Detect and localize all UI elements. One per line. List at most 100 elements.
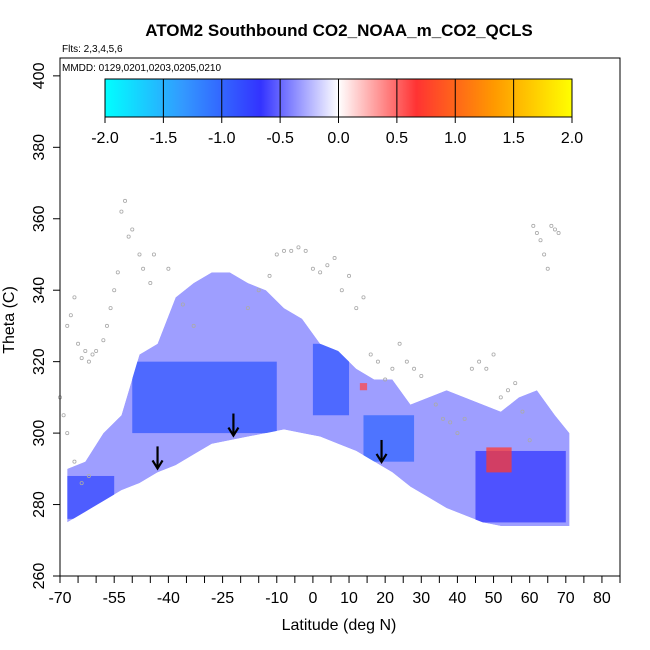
plot-frame	[59, 57, 621, 577]
grey-point	[90, 352, 95, 357]
x-tick-label: 40	[449, 590, 467, 607]
grey-point	[86, 473, 91, 478]
down-arrow-head	[227, 426, 240, 438]
grey-point	[347, 273, 352, 278]
grey-point	[527, 438, 532, 443]
grey-point	[101, 338, 106, 343]
y-tick-label: 300	[31, 420, 48, 447]
grey-point	[115, 270, 120, 275]
grey-point	[148, 281, 153, 286]
grey-point	[281, 248, 286, 253]
grey-point	[76, 341, 81, 346]
grey-point	[448, 420, 453, 425]
colorbar-tick-label: 1.0	[444, 130, 466, 147]
chart-title: ATOM2 Southbound CO2_NOAA_m_CO2_QCLS	[145, 21, 533, 40]
colorbar-tick-label: -1.0	[208, 130, 236, 147]
grey-point	[245, 306, 250, 311]
grey-point	[375, 359, 380, 364]
grey-point	[79, 356, 84, 361]
grey-point	[151, 252, 156, 257]
grey-point	[498, 395, 503, 400]
grey-point	[68, 313, 73, 318]
grey-point	[72, 295, 77, 300]
x-tick-label: 10	[340, 590, 358, 607]
y-tick-label: 280	[31, 491, 48, 518]
grey-point	[332, 256, 337, 261]
x-tick-label: 70	[557, 590, 575, 607]
grey-point	[390, 366, 395, 371]
grey-point	[86, 359, 91, 364]
colorbar-tick-label: 0.0	[327, 130, 349, 147]
grey-point	[303, 248, 308, 253]
anomaly-patch	[359, 383, 368, 391]
colorbar: -2.0 -1.5 -1.0 -0.5 0.0 0.5 1.0 1.5 2.0	[91, 78, 583, 147]
grey-point	[72, 459, 77, 464]
colorbar-tick-label: 2.0	[561, 130, 583, 147]
axes: -70 -55 -40 -25 -10 0 10 20 30 40 50 60 70 80 260 280 30…	[31, 57, 621, 607]
grey-point	[289, 248, 294, 253]
y-axis-label: Theta (C)	[1, 286, 18, 354]
grey-point	[256, 288, 261, 293]
grey-point	[296, 245, 301, 250]
colorbar-tick-label: 0.5	[386, 130, 408, 147]
grey-point	[397, 341, 402, 346]
grey-point	[123, 198, 128, 203]
grey-point	[477, 359, 482, 364]
grey-point	[538, 238, 543, 243]
grey-point	[119, 209, 124, 214]
x-tick-label: 60	[521, 590, 539, 607]
grey-point	[361, 295, 366, 300]
grey-point	[433, 402, 438, 407]
y-tick-label: 400	[31, 62, 48, 89]
grey-point	[505, 388, 510, 393]
grey-point	[83, 348, 88, 353]
y-tick-label: 380	[31, 134, 48, 161]
x-tick-label: -25	[211, 590, 234, 607]
colorbar-tick-label: -2.0	[91, 130, 119, 147]
grey-point	[141, 266, 146, 271]
grey-point	[108, 306, 113, 311]
grey-point	[531, 223, 536, 228]
grey-point	[549, 223, 554, 228]
grey-point	[513, 381, 518, 386]
colorbar-tick-label: -0.5	[266, 130, 294, 147]
x-tick-label: 50	[485, 590, 503, 607]
grey-point	[545, 266, 550, 271]
anomaly-patch	[67, 475, 115, 519]
grey-point	[491, 352, 496, 357]
anomaly-patch	[312, 343, 350, 416]
x-tick-label: 20	[376, 590, 394, 607]
grey-point	[191, 323, 196, 328]
grey-point	[126, 234, 131, 239]
colorbar-tick-label: -1.5	[150, 130, 178, 147]
y-tick-label: 260	[31, 563, 48, 590]
grey-point	[462, 416, 467, 421]
grey-point	[368, 352, 373, 357]
grey-point	[274, 252, 279, 257]
grey-point	[412, 366, 417, 371]
grey-point	[542, 252, 547, 257]
grey-point	[534, 231, 539, 236]
grey-point	[130, 227, 135, 232]
x-tick-label: 80	[593, 590, 611, 607]
y-tick-label: 320	[31, 348, 48, 375]
grey-point	[520, 409, 525, 414]
grey-point	[469, 366, 474, 371]
grey-point	[310, 266, 315, 271]
grey-point	[112, 288, 117, 293]
grey-point	[556, 231, 561, 236]
grey-point	[383, 377, 388, 382]
dates-subtitle: MMDD: 0129,0201,0203,0205,0210	[62, 63, 221, 74]
down-arrow-head	[151, 459, 164, 471]
anomaly-patch	[132, 361, 277, 434]
grey-point	[65, 323, 70, 328]
grey-point	[166, 266, 171, 271]
down-arrow-head	[375, 453, 388, 465]
y-tick-label: 340	[31, 277, 48, 304]
grey-point	[65, 431, 70, 436]
grey-point	[404, 359, 409, 364]
grey-point	[339, 288, 344, 293]
grey-point	[180, 302, 185, 307]
plot-area	[58, 198, 570, 526]
